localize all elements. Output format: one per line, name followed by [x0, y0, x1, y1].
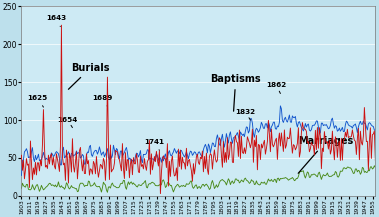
Text: Burials: Burials: [69, 63, 110, 89]
Text: 1625: 1625: [27, 95, 48, 107]
Text: 1654: 1654: [57, 117, 78, 128]
Text: 1741: 1741: [144, 138, 164, 150]
Text: Baptisms: Baptisms: [210, 74, 261, 111]
Text: 1689: 1689: [92, 95, 113, 106]
Text: 1862: 1862: [266, 82, 287, 94]
Text: Marriages: Marriages: [298, 136, 354, 173]
Text: 1832: 1832: [235, 109, 255, 120]
Text: 1643: 1643: [46, 15, 66, 26]
